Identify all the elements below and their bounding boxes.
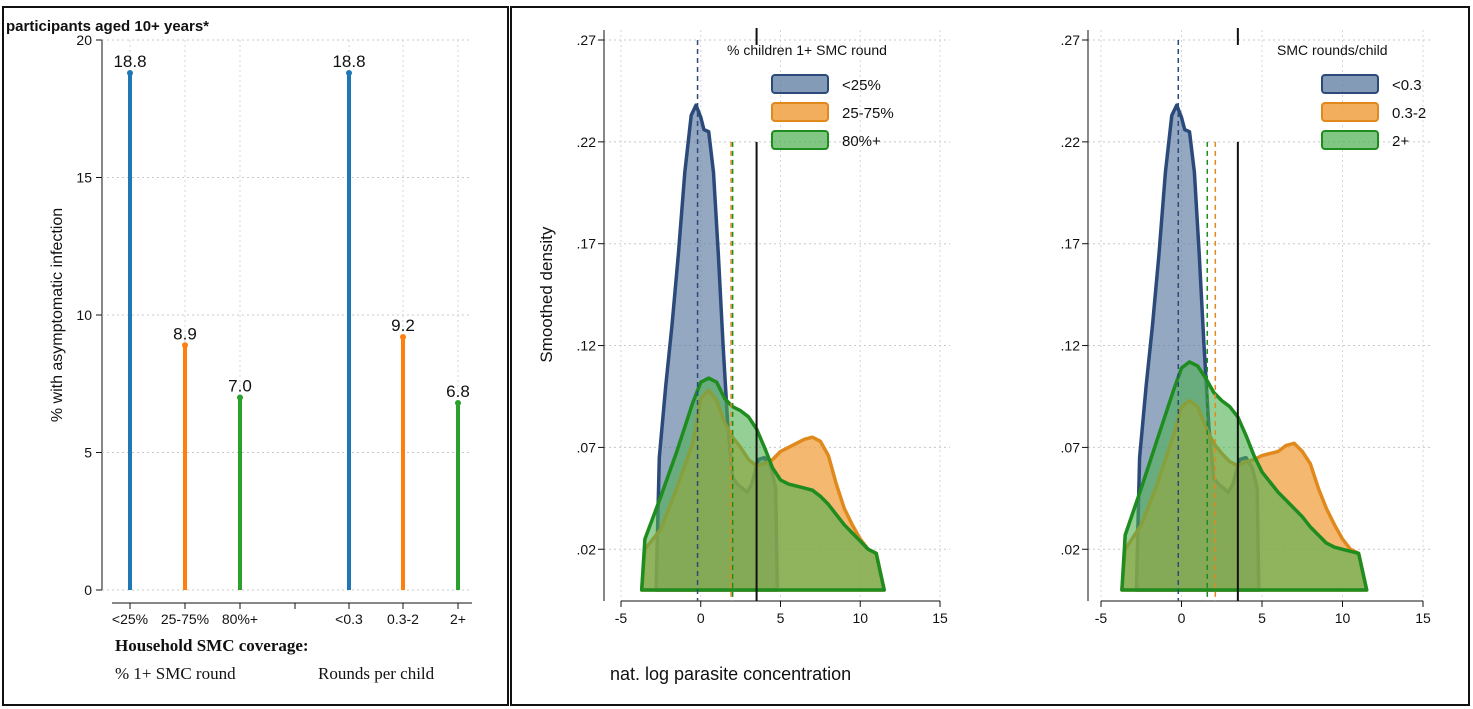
x-tick-label: <0.3 xyxy=(335,611,363,627)
y-tick-label: 15 xyxy=(76,170,92,186)
group-label-percent-round: % 1+ SMC round xyxy=(115,664,236,683)
y-tick-label: 10 xyxy=(76,307,92,323)
y-tick-label: .07 xyxy=(577,439,597,455)
x-tick-label: 0 xyxy=(1178,610,1186,626)
x-tick-label: 5 xyxy=(777,610,785,626)
legend-swatch-blue xyxy=(1321,74,1379,94)
y-tick-label: 0 xyxy=(84,582,92,598)
y-tick-label: .07 xyxy=(1061,439,1081,455)
y-tick-label: .17 xyxy=(1061,236,1081,252)
density-chart-1: .02 .07 .12 .17 .22 .27 -5 0 5 10 15 Smoothed densi… xyxy=(537,28,950,626)
legend-swatch-orange xyxy=(1321,102,1379,122)
legend-swatch-green xyxy=(1321,130,1379,150)
coverage-axis-title: Household SMC coverage: xyxy=(115,636,309,655)
x-tick-label: 2+ xyxy=(450,611,466,627)
legend-label: 25-75% xyxy=(842,105,894,122)
x-tick-label: 0 xyxy=(697,610,705,626)
dropline-marker xyxy=(400,334,406,340)
y-tick-label: 5 xyxy=(84,445,92,461)
dropline-marker xyxy=(182,342,188,349)
legend-title: SMC rounds/child xyxy=(1277,42,1388,58)
x-tick-label: -5 xyxy=(615,610,628,626)
legend-label: <25% xyxy=(842,77,881,94)
density-area-green xyxy=(1120,360,1369,592)
y-tick-label: .12 xyxy=(1061,338,1081,354)
density-area-green xyxy=(639,376,886,592)
x-tick-label: 5 xyxy=(1258,610,1266,626)
x-tick-label: 10 xyxy=(1335,610,1351,626)
legend-label: 80%+ xyxy=(842,133,881,150)
legend-label: 0.3-2 xyxy=(1392,105,1426,122)
x-tick-label: 80%+ xyxy=(222,611,258,627)
legend-title: % children 1+ SMC round xyxy=(727,42,887,58)
y-tick-label: .22 xyxy=(1061,134,1081,150)
x-tick-label: 0.3-2 xyxy=(387,611,419,627)
bar-value-label: 18.8 xyxy=(332,52,365,71)
x-tick-label: -5 xyxy=(1095,610,1108,626)
y-tick-label: 20 xyxy=(76,32,92,48)
y-tick-label: .22 xyxy=(577,134,597,150)
dropline-marker xyxy=(346,70,352,76)
bar-value-label: 7.0 xyxy=(228,377,252,396)
x-tick-label: 15 xyxy=(1415,610,1431,626)
density-chart-2: .02 .07 .12 .17 .22 .27 -5 0 5 10 15 SMC rounds/chi… xyxy=(1061,28,1433,626)
y-tick-label: .02 xyxy=(1061,541,1081,557)
density-x-axis-label: nat. log parasite concentration xyxy=(610,664,852,684)
x-tick-label: 15 xyxy=(932,610,948,626)
legend-swatch-blue xyxy=(771,74,829,94)
legend-swatch-green xyxy=(771,130,829,150)
x-tick-label: 25-75% xyxy=(161,611,209,627)
left-y-axis-title: % with asymptomatic infection xyxy=(49,208,66,422)
dropline-marker xyxy=(237,394,243,401)
legend-label: 2+ xyxy=(1392,133,1409,150)
y-tick-label: .12 xyxy=(577,338,597,354)
bar-value-label: 6.8 xyxy=(446,382,470,401)
dropline-marker xyxy=(455,400,461,406)
x-tick-label: 10 xyxy=(852,610,868,626)
bar-value-label: 9.2 xyxy=(391,316,415,335)
dropline-marker xyxy=(127,70,133,76)
group-label-rounds-per-child: Rounds per child xyxy=(318,664,435,683)
y-tick-label: .17 xyxy=(577,236,597,252)
y-tick-label: .27 xyxy=(1061,32,1081,48)
x-tick-label: <25% xyxy=(112,611,148,627)
legend-swatch-orange xyxy=(771,102,829,122)
bar-value-label: 18.8 xyxy=(113,52,146,71)
bar-value-label: 8.9 xyxy=(173,324,197,343)
left-panel-frame xyxy=(2,6,509,706)
density-y-axis-title: Smoothed density xyxy=(537,226,556,363)
legend-label: <0.3 xyxy=(1392,77,1422,94)
y-tick-label: .02 xyxy=(577,541,597,557)
y-tick-label: .27 xyxy=(577,32,597,48)
clipped-figure-title: participants aged 10+ years* xyxy=(6,18,214,35)
